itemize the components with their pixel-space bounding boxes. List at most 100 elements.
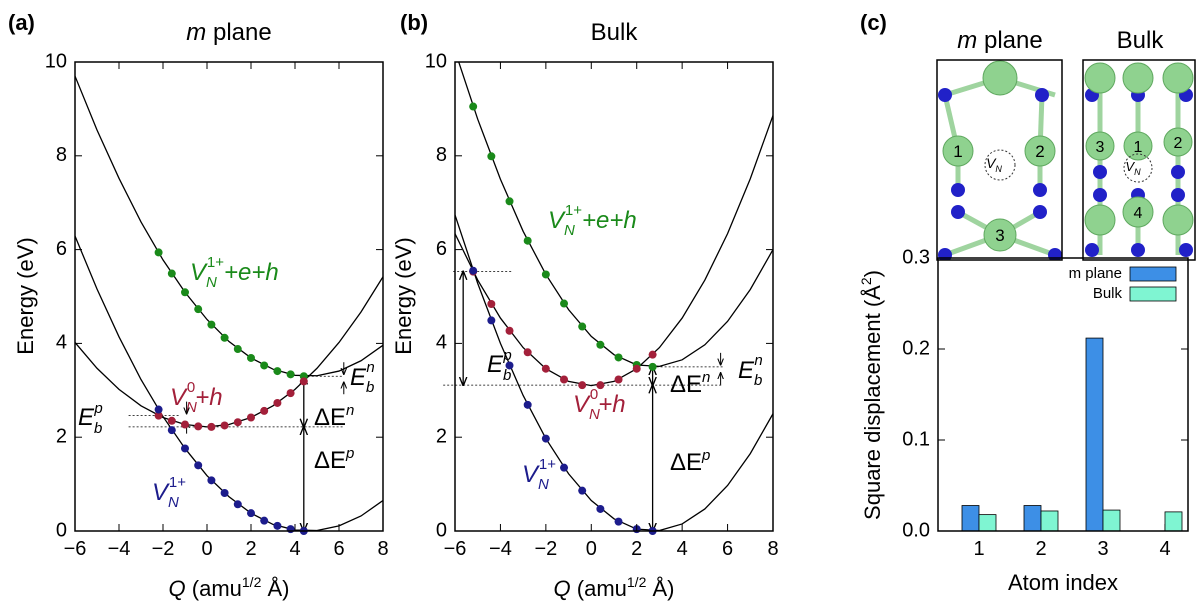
- data-point: [247, 413, 255, 422]
- bar: [961, 505, 980, 532]
- bar: [978, 514, 997, 532]
- ann-part: p: [701, 447, 710, 464]
- x-tick-label: −2: [152, 538, 175, 560]
- ann-part: 1+: [169, 474, 186, 491]
- x-label-part: Q: [554, 576, 571, 601]
- ann-part: ΔE: [314, 447, 346, 474]
- ann-part: E: [738, 357, 755, 384]
- x-tick-label: 8: [767, 538, 778, 560]
- data-point: [578, 486, 587, 495]
- y-tick-label: 4: [436, 332, 447, 354]
- data-point: [220, 421, 229, 430]
- panel-label: (a): [8, 10, 35, 35]
- data-point: [596, 340, 605, 349]
- ann-part: +e+h: [224, 259, 279, 286]
- ann-part: V: [152, 479, 170, 506]
- annotation: ΔEp: [314, 445, 354, 474]
- ann-part: n: [702, 369, 710, 386]
- y-tick-label: 0.2: [902, 337, 930, 359]
- data-point: [487, 152, 496, 161]
- ann-part: 1+: [539, 456, 556, 473]
- data-point: [541, 434, 550, 443]
- data-point: [469, 102, 478, 111]
- x-tick-label: −4: [108, 538, 131, 560]
- vacancy-part: V: [986, 155, 997, 171]
- data-point: [260, 361, 269, 370]
- data-point: [207, 422, 216, 431]
- bar: [1164, 511, 1183, 532]
- ann-part: b: [94, 420, 102, 437]
- data-point: [614, 353, 623, 362]
- legend-label: m plane: [1069, 265, 1122, 282]
- ann-part: 1+: [565, 202, 582, 219]
- y-axis-label: Energy (eV): [13, 237, 38, 354]
- data-point: [273, 521, 282, 530]
- ann-part: V: [190, 259, 208, 286]
- ann-part: E: [487, 351, 504, 378]
- ga-atoms: [1084, 62, 1194, 236]
- data-point: [247, 509, 255, 518]
- data-point: [648, 362, 657, 371]
- n-atoms: [1085, 88, 1193, 257]
- ann-part: E: [78, 404, 95, 431]
- curve: [75, 235, 383, 531]
- annotation: VN 1+: [522, 456, 556, 493]
- data-point: [505, 361, 514, 370]
- x-label-part: Å): [646, 576, 674, 601]
- ann-part: N: [186, 399, 197, 416]
- chart-title: m plane: [186, 19, 271, 46]
- vacancy: [984, 149, 1016, 181]
- data-point: [273, 367, 282, 376]
- x-tick-label: 0: [586, 538, 597, 560]
- y-tick-label: 0.3: [902, 246, 930, 268]
- y-tick-label: 0: [436, 519, 447, 541]
- x-label-part: Q: [169, 576, 186, 601]
- data-point: [194, 461, 203, 470]
- ann-part: N: [564, 222, 575, 239]
- atom-label: 4: [1134, 205, 1143, 222]
- annotations: VN1++e+h VN0+h VN1+ Ebn ΔEn Ebp ΔEp: [487, 202, 763, 493]
- x-label-part: 1/2: [627, 574, 647, 590]
- data-point: [505, 197, 514, 206]
- y-tick-label: 8: [56, 144, 67, 166]
- annotation: VN 0+h: [170, 379, 223, 416]
- data-point: [614, 517, 623, 526]
- data-point: [299, 377, 308, 386]
- data-point: [181, 420, 189, 429]
- annotation: Ebp: [78, 400, 103, 437]
- annotation: ΔEp: [670, 447, 710, 476]
- ann-part: ΔE: [670, 449, 702, 476]
- data-point: [167, 426, 176, 435]
- annotation: VN 1+: [152, 474, 186, 511]
- ann-part: n: [754, 352, 762, 369]
- data-point: [505, 326, 514, 335]
- title-part: plane: [977, 27, 1042, 54]
- data-point: [541, 270, 550, 279]
- ann-part: n: [366, 359, 374, 376]
- title-part: plane: [206, 19, 271, 46]
- legend-swatch: [1129, 286, 1177, 302]
- data-point: [220, 333, 229, 342]
- ann-part: n: [346, 402, 354, 419]
- vacancy-part: N: [995, 164, 1002, 174]
- data-point: [194, 305, 203, 314]
- data-point: [233, 418, 242, 427]
- bar: [1040, 510, 1059, 532]
- data-point: [560, 463, 569, 472]
- y-tick-label: 2: [56, 425, 67, 447]
- structure-frame: [936, 59, 1063, 261]
- x-label-part: (amu: [186, 576, 242, 601]
- y-tick-label: 4: [56, 332, 67, 354]
- ga-atoms: [942, 60, 1056, 252]
- plot-frame: [454, 61, 774, 532]
- x-tick-label: 0: [201, 538, 212, 560]
- legend-swatch: [1129, 266, 1177, 282]
- ann-part: p: [345, 445, 354, 462]
- data-point: [260, 406, 269, 415]
- data-point: [194, 422, 203, 431]
- data-point: [167, 269, 176, 278]
- vacancy-label: VN: [986, 155, 1002, 174]
- y-axis-label: Energy (eV): [391, 237, 416, 354]
- data-point: [260, 516, 269, 525]
- panel-label: (c): [860, 10, 887, 35]
